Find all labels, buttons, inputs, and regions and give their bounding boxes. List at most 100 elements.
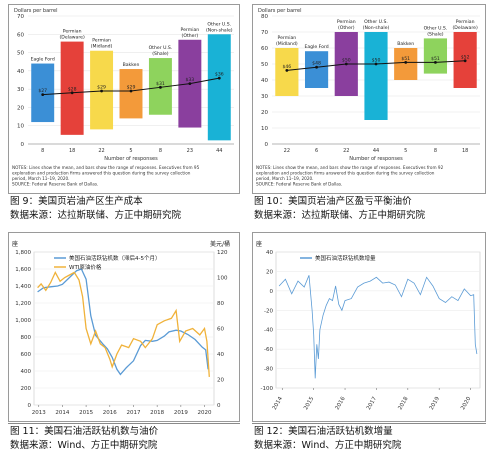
- figure-source-9: 数据来源：达拉斯联储、方正中期研究院: [10, 210, 182, 221]
- y-tick-label: 0: [21, 142, 25, 148]
- response-count-label: 5: [129, 148, 132, 154]
- range-bar: [364, 32, 388, 120]
- response-count-label: 22: [284, 148, 290, 154]
- chart-fig10: Dollars per barrel 0 10 20 30 40 50 60 70 80 Permi…: [252, 4, 486, 194]
- mean-value-label: $46: [282, 64, 291, 70]
- category-label: Permian: [63, 29, 82, 35]
- mean-value-label: $51: [401, 56, 410, 62]
- mean-point: [404, 61, 408, 64]
- chart-fig9: Dollars per barrel 0 10 20 30 40 50 60 70 Eagle F…: [8, 4, 240, 194]
- y-tick-label: 1,600: [15, 267, 31, 273]
- mean-point: [285, 69, 289, 72]
- y-tick-label: -40: [264, 328, 273, 334]
- y-tick-label: -80: [264, 367, 273, 373]
- mean-point: [217, 76, 221, 80]
- mean-value-label: $29: [97, 84, 106, 90]
- response-count-label: 44: [373, 148, 379, 154]
- y2-tick-label: 120: [217, 250, 228, 256]
- y2-tick-label: 40: [217, 352, 224, 358]
- category-label: Eagle Ford: [31, 57, 55, 63]
- category-label: Permian: [337, 19, 356, 25]
- mean-value-label: $52: [461, 54, 470, 60]
- mean-value-label: $28: [68, 86, 77, 92]
- y-tick-label: 70: [17, 14, 24, 20]
- series-line: [278, 275, 478, 379]
- mean-value-label: $51: [431, 56, 440, 62]
- chart-panel-fig12: -100 -80 -60 -40 -20 0 20 40 座 2014 2015 2016 2017 20…: [252, 232, 486, 422]
- x-tick-label: 2013: [32, 410, 46, 416]
- mean-point: [434, 61, 437, 64]
- mean-point: [463, 59, 467, 63]
- category-label: (Other): [182, 33, 199, 39]
- y2-axis-label: 美元/桶: [210, 240, 230, 248]
- y-tick-label: 600: [21, 352, 32, 358]
- y-tick-label: 20: [261, 110, 268, 116]
- y-tick-label: 30: [261, 94, 268, 100]
- y-axis-label: 座: [256, 240, 262, 248]
- category-label: (Delaware): [60, 35, 85, 41]
- y-tick-label: 10: [261, 126, 268, 132]
- mean-value-label: $29: [127, 84, 136, 90]
- x-tick-label: 2017: [366, 396, 378, 412]
- x-tick-label: 2017: [126, 410, 140, 416]
- mean-value-label: $50: [372, 58, 381, 64]
- y-tick-label: 40: [261, 78, 268, 84]
- y-tick-label: 1,000: [15, 318, 31, 324]
- y-tick-label: 50: [261, 62, 268, 68]
- y2-tick-label: 100: [217, 276, 228, 282]
- range-bar: [304, 51, 329, 88]
- x-axis-label: Number of responses: [104, 156, 158, 162]
- response-count-label: 8: [41, 148, 44, 154]
- category-label: Bakken: [397, 41, 414, 47]
- x-tick-label: 2019: [429, 396, 441, 412]
- y-tick-label: 40: [266, 250, 273, 256]
- response-count-label: 22: [98, 148, 104, 154]
- chart-frame: [8, 232, 240, 422]
- mean-value-label: $50: [342, 58, 351, 64]
- range-bar: [394, 48, 418, 80]
- x-tick-label: 2019: [174, 410, 188, 416]
- response-count-label: 23: [187, 148, 193, 154]
- y-tick-label: -100: [261, 386, 274, 392]
- figure-caption-10: 图 10：美国页岩油产区盈亏平衡油价: [254, 196, 412, 207]
- y2-tick-label: 20: [217, 378, 224, 384]
- x-axis-label: Number of responses: [349, 156, 403, 162]
- category-label: Permian: [92, 38, 111, 44]
- category-label: Other U.S.: [424, 25, 448, 31]
- y-tick-label: 0: [270, 289, 274, 295]
- category-label: Other U.S.: [364, 19, 388, 25]
- notes-text: NOTES: Lines show the mean, and bars sho…: [256, 165, 444, 170]
- y-tick-label: -20: [264, 308, 273, 314]
- range-bar: [60, 41, 84, 135]
- mean-value-label: $27: [38, 88, 47, 94]
- mean-value-label: $33: [185, 77, 194, 83]
- figure-caption-9: 图 9：美国页岩油产区生产成本: [10, 196, 143, 207]
- y-tick-label: -60: [264, 347, 273, 353]
- range-bar: [31, 63, 55, 123]
- chart-panel-fig11: 0 200 400 600 800 1,000 1,200 1,400 1,600 1,800 0 2…: [8, 232, 240, 422]
- response-count-label: 8: [434, 148, 437, 154]
- mean-value-label: $36: [215, 72, 224, 78]
- plot-area: [33, 251, 215, 406]
- y-tick-label: 30: [17, 87, 24, 93]
- notes-text: NOTES: Lines show the mean, and bars sho…: [12, 165, 200, 170]
- figure-source-10: 数据来源：达拉斯联储、方正中期研究院: [254, 210, 426, 221]
- range-bar: [275, 48, 299, 96]
- y-tick-label: 50: [17, 51, 24, 57]
- mean-point: [344, 62, 348, 66]
- category-label: (Shale): [427, 31, 444, 37]
- response-count-label: 8: [159, 148, 162, 154]
- chart-panel-fig9: Dollars per barrel 0 10 20 30 40 50 60 70 Eagle F…: [8, 4, 240, 194]
- range-bar: [119, 69, 143, 119]
- category-label: (Midland): [276, 41, 298, 47]
- mean-point: [100, 89, 103, 93]
- y-tick-label: 60: [261, 46, 268, 52]
- mean-point: [129, 89, 133, 93]
- y-tick-label: 1,400: [15, 284, 31, 290]
- figure-source-11: 数据来源：Wind、方正中期研究院: [10, 440, 158, 451]
- mean-value-label: $31: [156, 81, 165, 87]
- x-tick-label: 2018: [150, 410, 164, 416]
- y-tick-label: 0: [265, 142, 269, 148]
- source-note: SOURCE: Federal Reserve Bank of Dallas.: [256, 182, 342, 187]
- category-label: Permian: [180, 27, 199, 33]
